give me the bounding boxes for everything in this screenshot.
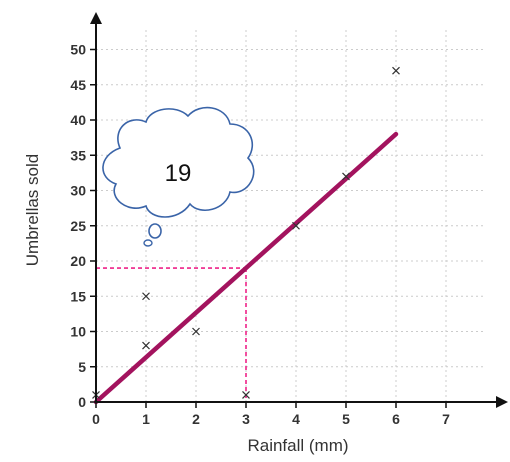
data-point-stroke bbox=[242, 391, 250, 399]
x-tick-label: 7 bbox=[442, 411, 450, 427]
thought-bubble-small bbox=[148, 223, 162, 239]
data-point-stroke bbox=[192, 327, 200, 336]
y-tick-label: 50 bbox=[70, 42, 86, 58]
y-tick-label: 35 bbox=[70, 147, 86, 163]
axes bbox=[90, 12, 508, 408]
y-tick-label: 40 bbox=[70, 112, 86, 128]
x-tick-label: 4 bbox=[292, 411, 300, 427]
data-point bbox=[142, 292, 150, 301]
y-tick-label: 5 bbox=[78, 359, 86, 375]
data-point bbox=[242, 391, 250, 399]
y-tick-label: 25 bbox=[70, 218, 86, 234]
thought-cloud-shape bbox=[102, 106, 255, 218]
data-point bbox=[392, 66, 400, 75]
data-point-stroke bbox=[392, 66, 400, 75]
x-tick-label: 6 bbox=[392, 411, 400, 427]
y-axis-arrow bbox=[90, 12, 102, 24]
x-tick-label: 1 bbox=[142, 411, 150, 427]
callout-thought-cloud: 19 bbox=[102, 106, 255, 247]
y-axis-title: Umbrellas sold bbox=[23, 154, 42, 266]
y-tick-label: 30 bbox=[70, 183, 86, 199]
x-axis-title: Rainfall (mm) bbox=[247, 436, 348, 455]
data-point-stroke bbox=[342, 172, 350, 181]
data-point-stroke bbox=[142, 341, 150, 350]
x-tick-label: 0 bbox=[92, 411, 100, 427]
data-point bbox=[342, 172, 350, 181]
guide-lines bbox=[96, 267, 247, 402]
y-tick-label: 0 bbox=[78, 394, 86, 410]
thought-bubble-tiny bbox=[143, 239, 153, 247]
x-tick-label: 3 bbox=[242, 411, 250, 427]
trend-line-group bbox=[93, 131, 399, 405]
trend-line bbox=[93, 131, 399, 405]
x-axis-arrow bbox=[496, 396, 508, 408]
x-tick-label: 5 bbox=[342, 411, 350, 427]
data-point-stroke bbox=[292, 221, 300, 230]
y-tick-label: 15 bbox=[70, 288, 86, 304]
callout-value: 19 bbox=[165, 160, 192, 187]
data-point-stroke bbox=[142, 292, 150, 301]
x-tick-label: 2 bbox=[192, 411, 200, 427]
y-tick-label: 45 bbox=[70, 77, 86, 93]
data-point bbox=[192, 327, 200, 336]
data-point bbox=[142, 341, 150, 350]
data-point bbox=[292, 221, 300, 230]
y-tick-label: 10 bbox=[70, 324, 86, 340]
y-tick-label: 20 bbox=[70, 253, 86, 269]
